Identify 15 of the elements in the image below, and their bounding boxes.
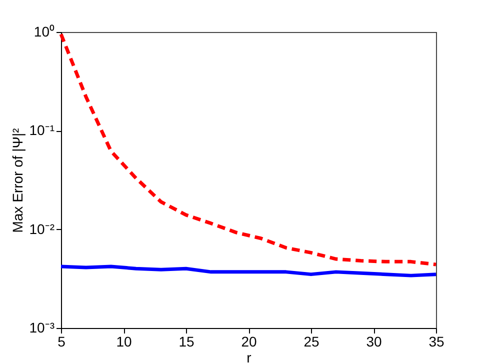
y-tick-label: 10⁻¹ <box>29 122 55 138</box>
x-axis-title: r <box>246 350 252 364</box>
x-tick-label: 30 <box>366 334 382 350</box>
x-tick-label: 15 <box>178 334 194 350</box>
y-tick-label: 10⁰ <box>34 24 54 40</box>
x-tick-label: 35 <box>428 334 444 350</box>
y-tick-label: 10⁻³ <box>29 320 55 336</box>
line-series <box>59 32 438 266</box>
line-series <box>59 264 438 278</box>
y-axis-title: Max Error of |Ψ|² <box>9 128 26 233</box>
x-tick-label: 5 <box>58 334 66 350</box>
x-tick-label: 20 <box>241 334 257 350</box>
x-tick-label: 25 <box>304 334 320 350</box>
x-tick-label: 10 <box>116 334 132 350</box>
y-tick-label: 10⁻² <box>29 220 55 237</box>
